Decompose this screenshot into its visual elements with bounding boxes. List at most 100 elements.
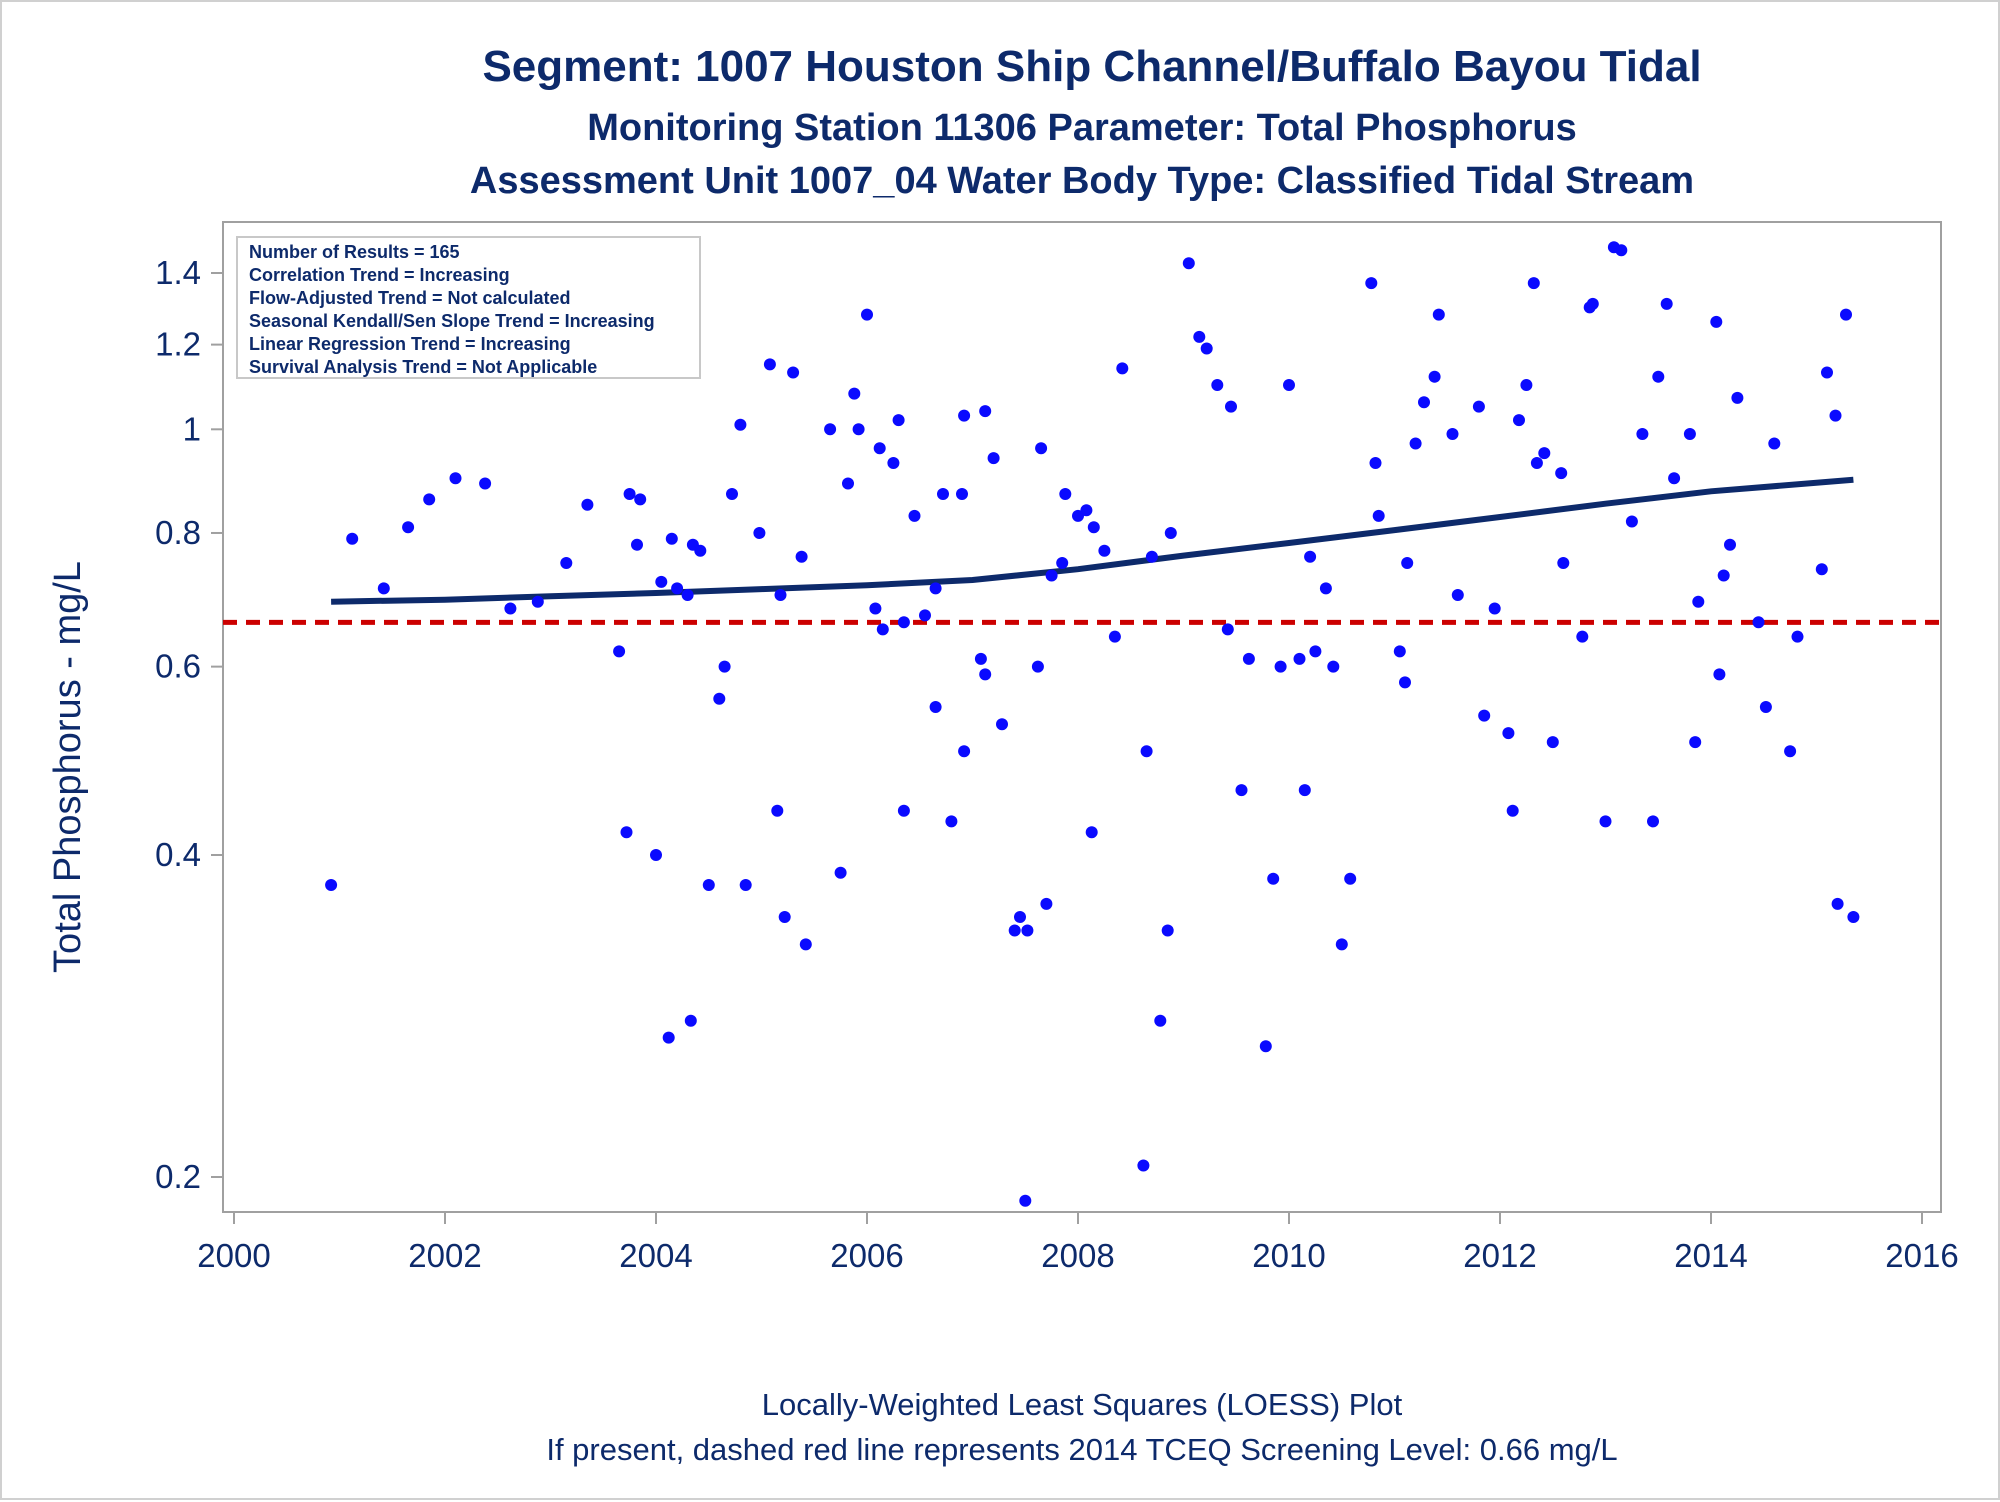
- data-point: [897, 804, 910, 817]
- data-point: [1768, 437, 1781, 450]
- data-point: [1418, 396, 1430, 409]
- data-point: [1576, 630, 1589, 643]
- data-point: [1652, 370, 1665, 383]
- data-point: [1085, 826, 1098, 839]
- stat-number-of-results: Number of Results = 165: [249, 242, 460, 262]
- data-point: [620, 826, 633, 839]
- data-point: [1710, 315, 1723, 328]
- data-point: [1259, 1040, 1272, 1053]
- data-point: [1298, 784, 1311, 797]
- data-point: [423, 493, 436, 506]
- data-point: [1660, 297, 1673, 310]
- data-point: [919, 609, 931, 622]
- data-point: [1759, 701, 1772, 713]
- data-point: [681, 589, 694, 601]
- y-tick-label: 0.6: [155, 648, 201, 685]
- x-tick-label: 2006: [830, 1237, 903, 1274]
- data-point: [1304, 550, 1317, 563]
- data-point: [1283, 379, 1295, 391]
- x-tick-label: 2012: [1463, 1237, 1536, 1274]
- stat-survival-analysis-trend: Survival Analysis Trend = Not Applicable: [249, 357, 597, 377]
- data-point: [655, 575, 668, 588]
- data-point: [1625, 515, 1638, 528]
- data-point: [1599, 815, 1612, 828]
- data-point: [739, 879, 752, 891]
- data-point: [974, 652, 987, 665]
- data-point: [979, 668, 992, 681]
- y-axis: 0.2 0.4 0.6 0.8 1 1.2 1.4: [155, 254, 223, 1195]
- data-point: [1108, 630, 1121, 643]
- data-point: [1365, 277, 1378, 290]
- y-axis-label: Total Phosphorus - mg/L: [47, 561, 89, 973]
- data-point: [778, 911, 791, 923]
- data-point: [1327, 660, 1340, 673]
- data-point: [1586, 297, 1599, 310]
- data-point: [1831, 897, 1844, 910]
- data-point: [958, 745, 971, 758]
- data-point: [1274, 660, 1287, 673]
- data-point: [650, 849, 662, 861]
- data-point: [937, 488, 949, 500]
- data-point: [694, 544, 707, 557]
- data-point: [774, 589, 787, 601]
- data-point: [1538, 447, 1551, 460]
- data-point: [665, 532, 678, 545]
- data-point: [861, 308, 873, 321]
- data-point: [718, 660, 731, 673]
- data-point: [726, 488, 738, 500]
- data-point: [560, 557, 573, 569]
- data-point: [1713, 668, 1726, 681]
- data-point: [945, 815, 958, 828]
- stat-correlation-trend: Correlation Trend = Increasing: [249, 265, 510, 285]
- data-point: [763, 358, 776, 371]
- data-point: [402, 521, 415, 534]
- y-tick-label: 1.4: [155, 254, 201, 291]
- data-point: [1372, 509, 1385, 522]
- data-point: [996, 718, 1008, 731]
- data-point: [1724, 538, 1736, 551]
- data-point: [1021, 924, 1034, 937]
- data-point: [1369, 457, 1382, 469]
- data-point: [1647, 815, 1659, 828]
- data-point: [1791, 630, 1804, 643]
- data-point: [1717, 569, 1730, 582]
- data-point: [892, 414, 905, 427]
- data-point: [1530, 457, 1543, 469]
- data-point: [1692, 595, 1705, 608]
- data-point: [734, 418, 747, 431]
- x-tick-label: 2000: [197, 1237, 270, 1274]
- data-point: [1087, 521, 1100, 534]
- data-point: [842, 477, 854, 490]
- data-point: [1513, 414, 1525, 427]
- stat-flow-adjusted-trend: Flow-Adjusted Trend = Not calculated: [249, 288, 571, 308]
- data-point: [887, 457, 900, 469]
- data-point: [1393, 645, 1406, 658]
- data-point: [1506, 804, 1519, 817]
- data-point: [987, 452, 1000, 465]
- data-point: [956, 488, 968, 500]
- data-point: [377, 582, 390, 595]
- data-point: [929, 582, 942, 595]
- x-axis: 2000 2002 2004 2006 2008 2010 2012 2014 2016: [197, 1212, 1959, 1274]
- data-point: [1154, 1014, 1167, 1027]
- data-point: [1546, 736, 1559, 749]
- data-point: [1683, 428, 1696, 440]
- x-tick-label: 2002: [408, 1237, 481, 1274]
- data-point: [1182, 257, 1195, 270]
- data-point: [834, 866, 847, 879]
- data-point: [1731, 391, 1744, 404]
- data-point: [581, 498, 594, 511]
- data-point: [1221, 623, 1234, 636]
- data-point: [1502, 727, 1515, 740]
- data-point: [1399, 676, 1411, 689]
- data-point: [504, 602, 517, 615]
- data-point: [1080, 504, 1093, 517]
- data-point: [1200, 342, 1213, 355]
- data-point: [1161, 924, 1174, 937]
- data-point: [1821, 366, 1833, 379]
- loess-trend-line: [331, 476, 1854, 605]
- x-tick-label: 2014: [1674, 1237, 1747, 1274]
- data-point: [1267, 872, 1280, 885]
- data-point: [929, 701, 942, 713]
